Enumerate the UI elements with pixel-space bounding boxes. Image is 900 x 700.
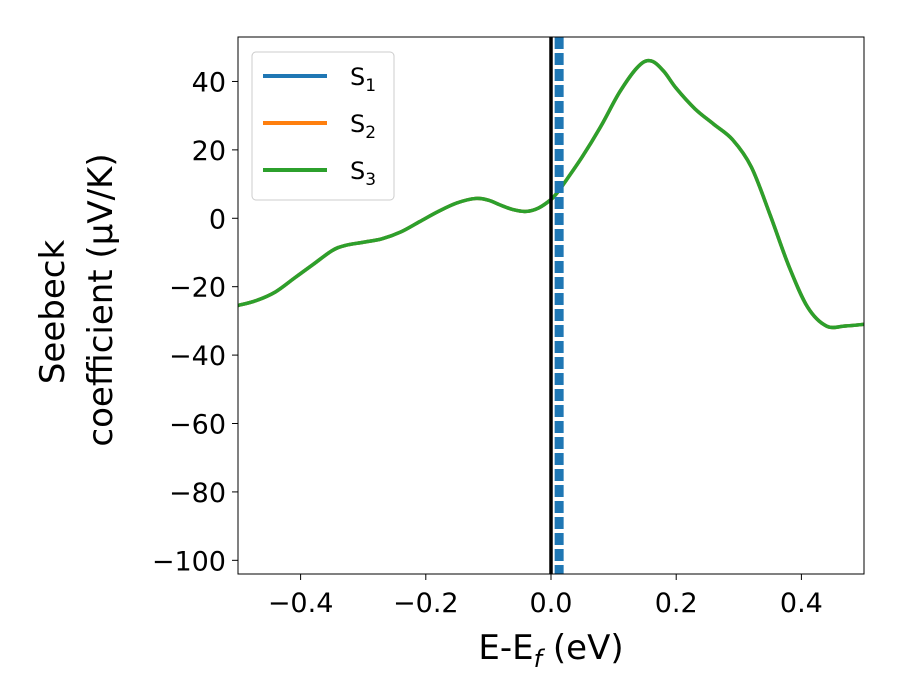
plot-area (237, 37, 865, 574)
x-tick-label: −0.2 (393, 588, 459, 619)
legend-box (251, 51, 395, 201)
x-axis-label: E-Ef (eV) (478, 628, 623, 673)
y-tick-label: −40 (169, 341, 226, 372)
legend-label-s3: S3 (350, 157, 376, 190)
x-tick-label: 0.2 (655, 588, 698, 619)
y-axis: 40 20 0 −20 −40 −60 −80 −100 (152, 67, 238, 577)
x-axis: −0.4 −0.2 0.0 0.2 0.4 (268, 574, 823, 619)
x-tick-label: 0.0 (530, 588, 573, 619)
x-tick-label: 0.4 (780, 588, 823, 619)
y-tick-label: 0 (209, 204, 226, 235)
x-tick-label: −0.4 (268, 588, 334, 619)
y-axis-label-line2: coefficient (μV/K) (81, 153, 121, 446)
legend-label-s2: S2 (350, 110, 376, 143)
y-axis-label-line1: Seebeck (33, 240, 73, 385)
y-tick-label: −60 (169, 410, 226, 441)
legend-label-s1: S1 (350, 63, 376, 96)
y-tick-label: −20 (169, 273, 226, 304)
y-tick-label: 20 (192, 136, 226, 167)
legend: S1 S2 S3 (251, 51, 395, 201)
y-tick-label: 40 (192, 67, 226, 98)
y-tick-label: −100 (152, 546, 226, 577)
y-tick-label: −80 (169, 478, 226, 509)
